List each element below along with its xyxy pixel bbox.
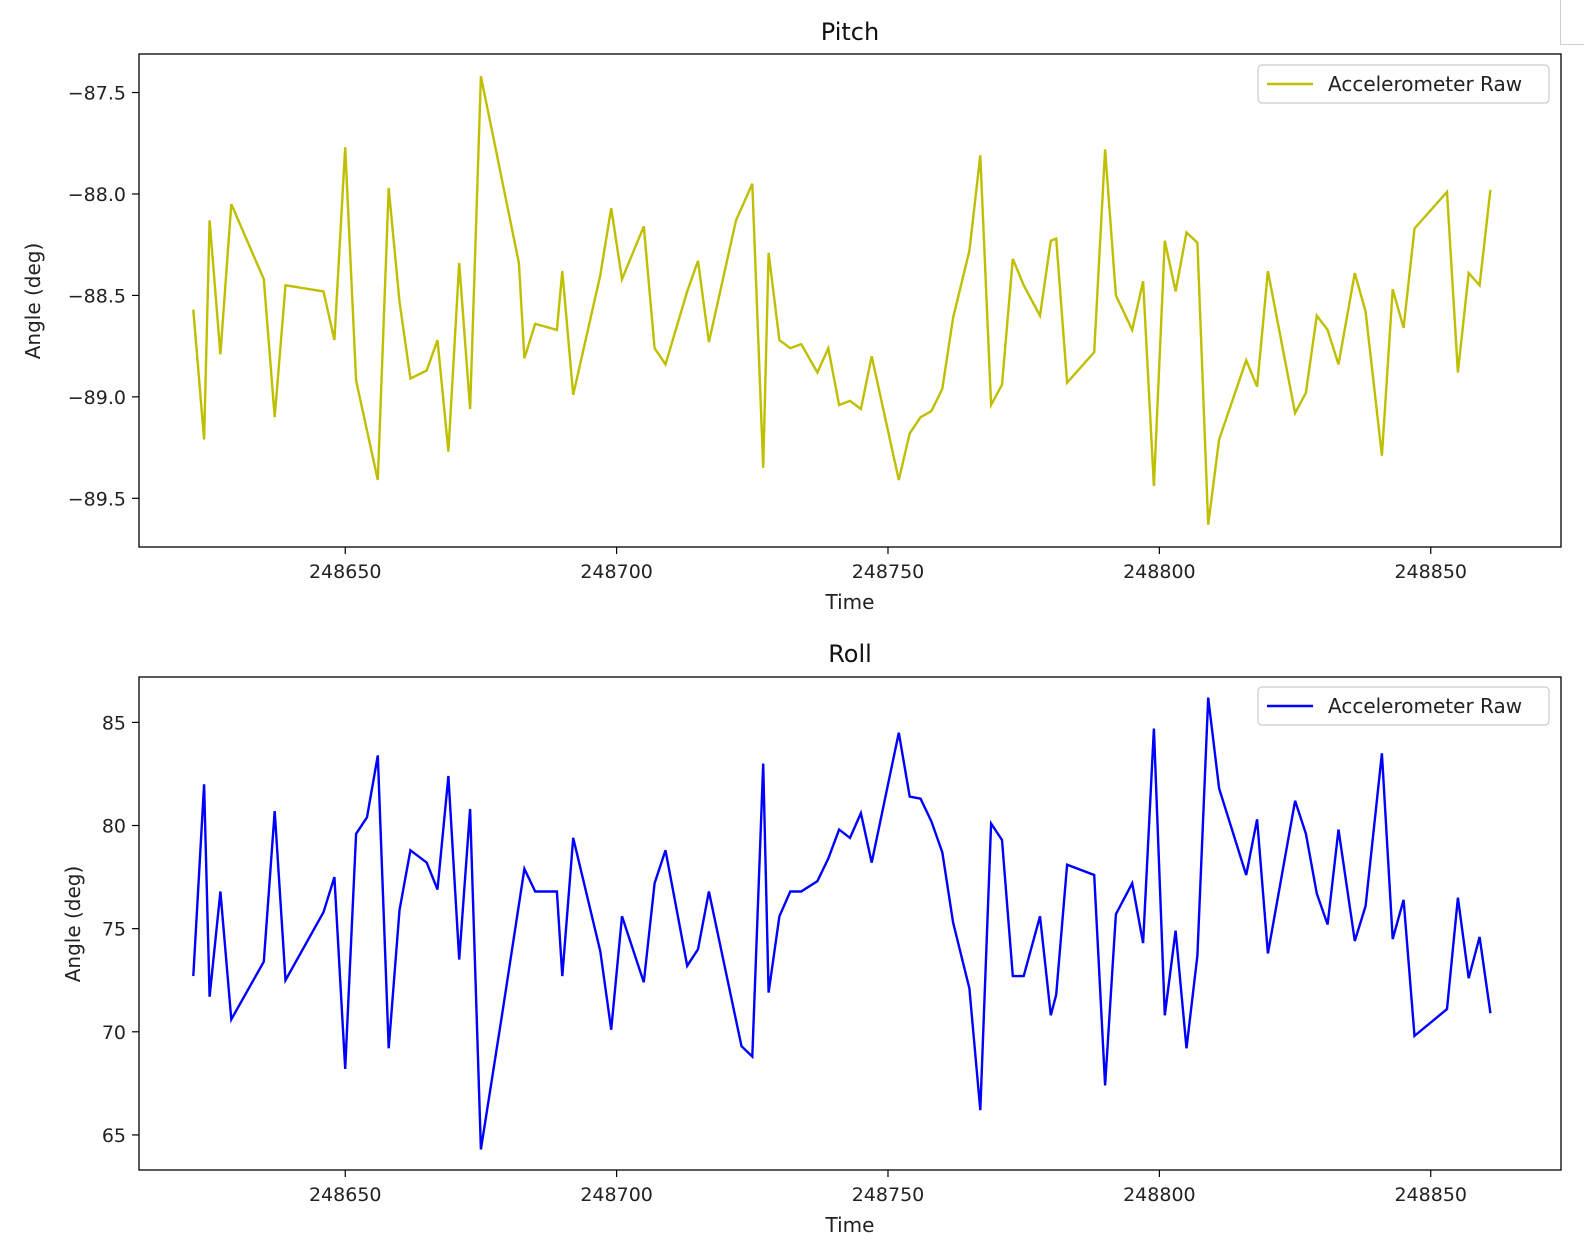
- y-tick-label: −89.5: [68, 488, 126, 510]
- y-axis-label: Angle (deg): [21, 243, 45, 360]
- legend-box: [1257, 64, 1550, 104]
- x-tick-label: 248800: [1123, 1184, 1196, 1206]
- legend: Accelerometer Raw: [1257, 686, 1550, 726]
- y-tick-label: 70: [102, 1022, 126, 1044]
- x-tick-label: 248650: [309, 1184, 382, 1206]
- plot-frame: [138, 53, 1562, 548]
- y-tick-label: 80: [102, 816, 126, 838]
- y-tick-label: −88.5: [68, 285, 126, 307]
- legend-label: Accelerometer Raw: [1328, 72, 1522, 96]
- chart-title: Roll: [828, 640, 872, 668]
- y-tick-label: 75: [102, 919, 126, 941]
- window-edge-tab: [1560, 0, 1584, 45]
- x-tick-label: 248650: [309, 561, 382, 583]
- x-tick-label: 248750: [852, 561, 925, 583]
- legend-label: Accelerometer Raw: [1328, 694, 1522, 718]
- x-tick-label: 248750: [852, 1184, 925, 1206]
- x-axis-label: Time: [825, 590, 875, 614]
- y-axis-label: Angle (deg): [61, 866, 85, 983]
- x-tick-label: 248850: [1394, 1184, 1467, 1206]
- x-tick-label: 248700: [580, 561, 653, 583]
- y-tick-label: −89.0: [68, 387, 126, 409]
- legend: Accelerometer Raw: [1257, 64, 1550, 104]
- legend-box: [1257, 686, 1550, 726]
- x-tick-label: 248800: [1123, 561, 1196, 583]
- y-tick-label: −87.5: [68, 83, 126, 105]
- roll-chart: Roll 248650 248700 248750 248800 248850 85 80…: [61, 640, 1562, 1237]
- x-tick-label: 248850: [1394, 561, 1467, 583]
- plot-frame: [138, 676, 1562, 1171]
- y-tick-label: 65: [102, 1125, 126, 1147]
- series-line: [192, 697, 1492, 1150]
- chart-title: Pitch: [821, 18, 879, 46]
- y-tick-label: −88.0: [68, 184, 126, 206]
- x-axis-label: Time: [825, 1213, 875, 1237]
- pitch-chart: Pitch 248650 248700 248750 248800 248850 −87…: [21, 18, 1562, 614]
- series-line: [192, 76, 1492, 525]
- y-tick-label: 85: [102, 712, 126, 734]
- x-tick-label: 248700: [580, 1184, 653, 1206]
